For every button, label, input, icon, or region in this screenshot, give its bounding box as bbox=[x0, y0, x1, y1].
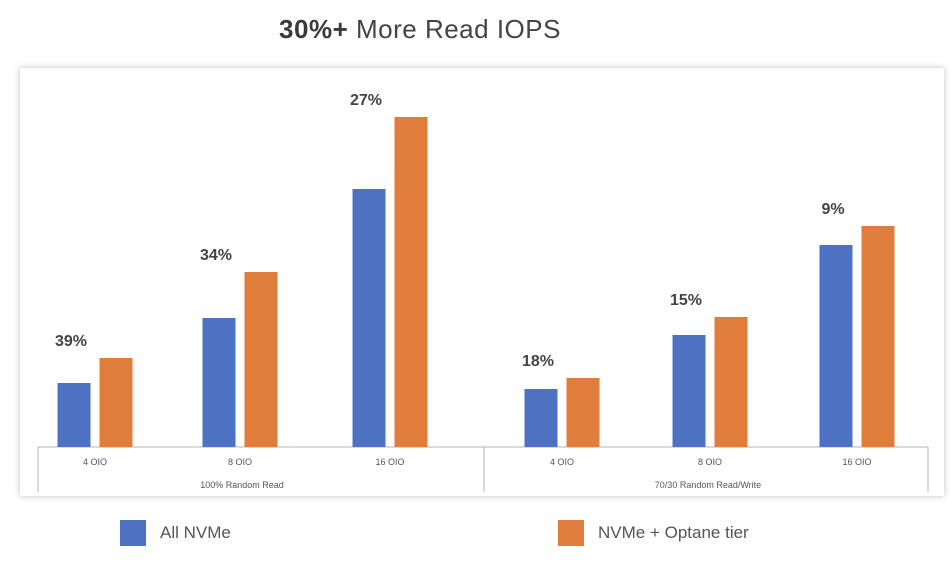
bar-all-nvme-5 bbox=[672, 335, 706, 447]
bar-all-nvme-4 bbox=[524, 389, 558, 447]
bar-optane-1 bbox=[99, 358, 133, 447]
bar-all-nvme-2 bbox=[202, 318, 236, 447]
legend-label-all-nvme: All NVMe bbox=[160, 523, 231, 542]
x-tick-label-4: 4 OIO bbox=[550, 457, 574, 467]
bar-optane-3 bbox=[394, 117, 428, 447]
chart-panel: 39% 34% 27% 18% 15% 9% 4 OIO 8 OIO 16 OIO 4 OIO 8 … bbox=[20, 68, 944, 496]
chart-title-rest: More Read IOPS bbox=[348, 14, 561, 44]
legend-item-all-nvme: All NVMe bbox=[120, 518, 231, 548]
legend-item-optane: NVMe + Optane tier bbox=[558, 518, 749, 548]
bar-optane-5 bbox=[714, 317, 748, 447]
bar-optane-6 bbox=[861, 226, 895, 447]
legend-swatch-optane bbox=[558, 520, 584, 546]
chart-title-bold: 30%+ bbox=[279, 14, 349, 44]
data-label-6: 9% bbox=[821, 201, 844, 218]
x-tick-label-3: 16 OIO bbox=[375, 457, 404, 467]
data-label-2: 34% bbox=[200, 247, 232, 264]
x-tick-label-6: 16 OIO bbox=[842, 457, 871, 467]
data-label-5: 15% bbox=[670, 292, 702, 309]
bar-all-nvme-6 bbox=[819, 245, 853, 447]
bar-all-nvme-1 bbox=[57, 383, 91, 447]
bar-chart: 39% 34% 27% 18% 15% 9% 4 OIO 8 OIO 16 OIO 4 OIO 8 … bbox=[37, 92, 929, 492]
group-label-1: 100% Random Read bbox=[200, 480, 284, 490]
group-label-2: 70/30 Random Read/Write bbox=[655, 480, 761, 490]
legend-label-optane: NVMe + Optane tier bbox=[598, 523, 749, 542]
chart-title: 30%+ More Read IOPS bbox=[0, 14, 840, 45]
bar-all-nvme-3 bbox=[352, 189, 386, 447]
data-label-3: 27% bbox=[350, 92, 382, 109]
x-tick-label-1: 4 OIO bbox=[83, 457, 107, 467]
legend-swatch-all-nvme bbox=[120, 520, 146, 546]
bar-optane-4 bbox=[566, 378, 600, 447]
x-tick-label-5: 8 OIO bbox=[698, 457, 722, 467]
data-label-4: 18% bbox=[522, 353, 554, 370]
x-tick-label-2: 8 OIO bbox=[228, 457, 252, 467]
bar-optane-2 bbox=[244, 272, 278, 447]
data-label-1: 39% bbox=[55, 333, 87, 350]
